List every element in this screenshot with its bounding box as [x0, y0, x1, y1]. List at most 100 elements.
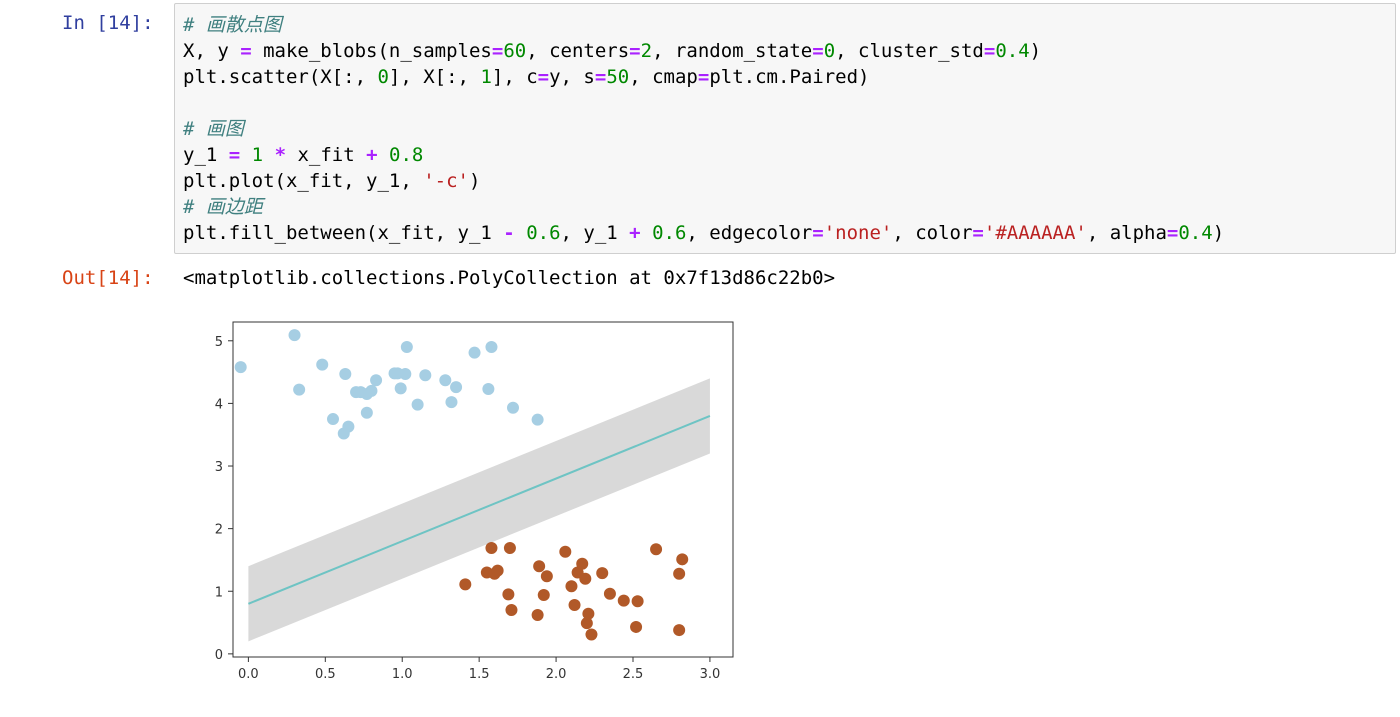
code-token: 50 [606, 66, 630, 88]
y-tick-label: 2 [215, 523, 223, 538]
code-editor[interactable]: # 画散点图 X, y = make_blobs(n_samples=60, c… [183, 12, 1224, 246]
scatter-point-class-0 [370, 374, 383, 387]
scatter-point-class-1 [537, 589, 550, 602]
scatter-point-class-0 [445, 396, 458, 409]
code-token: = [1166, 222, 1179, 244]
scatter-point-class-1 [459, 578, 472, 591]
code-token: # 画散点图 [183, 14, 282, 36]
code-line: X, y = make_blobs(n_samples=60, centers=… [183, 40, 1041, 62]
code-cell[interactable]: # 画散点图 X, y = make_blobs(n_samples=60, c… [174, 3, 1396, 254]
scatter-point-class-1 [580, 617, 593, 630]
code-token: plt.cm.Paired) [709, 66, 870, 88]
scatter-point-class-1 [531, 609, 544, 622]
code-token: , cluster_std [835, 40, 984, 62]
scatter-point-class-1 [505, 604, 518, 617]
code-token: ], X[:, [388, 66, 481, 88]
scatter-point-class-1 [485, 542, 498, 555]
code-token: = [228, 144, 241, 166]
scatter-point-class-0 [450, 381, 463, 394]
code-line: # 画边距 [183, 196, 263, 218]
output-prompt: Out[14]: [62, 267, 154, 289]
code-token: 60 [503, 40, 527, 62]
code-token: = [240, 40, 252, 62]
x-tick-label: 1.5 [469, 667, 490, 682]
scatter-point-class-1 [576, 557, 589, 570]
code-line: plt.fill_between(x_fit, y_1 - 0.6, y_1 +… [183, 222, 1224, 244]
y-tick-label: 5 [215, 335, 223, 350]
scatter-point-class-1 [540, 570, 553, 583]
code-token: = [594, 66, 607, 88]
code-token: ], c [491, 66, 538, 88]
code-token: ) [1212, 222, 1225, 244]
scatter-point-class-1 [565, 580, 578, 593]
code-token: 0.8 [389, 144, 424, 166]
code-token: '-c' [423, 170, 469, 192]
code-token: 0.6 [526, 222, 561, 244]
code-token: = [812, 40, 824, 62]
scatter-point-class-1 [579, 572, 592, 585]
y-tick-label: 0 [215, 648, 223, 663]
scatter-point-class-0 [234, 361, 247, 374]
scatter-point-class-0 [327, 413, 339, 426]
scatter-point-class-1 [617, 594, 630, 607]
scatter-point-class-0 [485, 341, 498, 354]
code-token [240, 144, 251, 166]
scatter-point-class-0 [468, 346, 481, 359]
code-token: , edgecolor [686, 222, 813, 244]
code-token: plt.scatter(X[:, [183, 66, 378, 88]
scatter-point-class-0 [365, 384, 378, 397]
code-token [378, 144, 389, 166]
x-tick-label: 2.5 [623, 667, 644, 682]
code-token: = [697, 66, 710, 88]
code-token [641, 222, 652, 244]
scatter-point-class-0 [360, 406, 373, 419]
scatter-plot: 0.0 0.5 1.0 1.5 2.0 2.5 3.0 0 1 2 3 4 5 [215, 321, 734, 682]
scatter-point-class-0 [339, 367, 352, 380]
decision-line [248, 414, 711, 605]
code-token: , color [892, 222, 973, 244]
code-token: y_1 [183, 144, 229, 166]
code-token: # 画图 [183, 118, 244, 140]
code-token: 1 [480, 66, 492, 88]
scatter-point-class-0 [531, 413, 544, 426]
code-token: X, y [183, 40, 241, 62]
scatter-point-class-0 [293, 383, 306, 396]
scatter-point-class-1 [491, 564, 504, 577]
scatter-point-class-1 [503, 542, 516, 555]
code-token: + [629, 222, 641, 244]
scatter-point-class-0 [411, 398, 424, 411]
code-token: 0.4 [1178, 222, 1213, 244]
scatter-point-class-1 [631, 595, 644, 608]
code-token: y, s [549, 66, 595, 88]
x-tick-label: 0.5 [315, 667, 336, 682]
code-token: # 画边距 [183, 196, 263, 218]
code-token: ) [1029, 40, 1042, 62]
scatter-point-class-1 [582, 607, 595, 620]
code-line: plt.scatter(X[:, 0], X[:, 1], c=y, s=50,… [183, 66, 869, 88]
scatter-point-class-0 [342, 420, 355, 433]
code-token: = [629, 40, 641, 62]
code-token: , random_state [652, 40, 813, 62]
code-token: = [983, 40, 996, 62]
scatter-point-class-1 [673, 567, 686, 580]
output-text: <matplotlib.collections.PolyCollection a… [183, 267, 836, 289]
plot-frame [232, 321, 734, 658]
y-tick-label: 4 [215, 397, 223, 412]
scatter-point-class-0 [482, 383, 495, 395]
scatter-point-class-1 [533, 560, 546, 573]
code-token: = [812, 222, 824, 244]
code-token: , cmap [629, 66, 698, 88]
code-token: '#AAAAAA' [983, 222, 1087, 244]
input-prompt: In [14]: [62, 12, 154, 34]
scatter-point-class-0 [400, 341, 413, 354]
code-token: ) [468, 170, 481, 192]
code-token: , alpha [1086, 222, 1167, 244]
code-token: x_fit [286, 144, 367, 166]
scatter-point-class-1 [596, 567, 609, 580]
code-token: , centers [526, 40, 630, 62]
scatter-point-class-0 [507, 401, 519, 414]
code-token: 0.6 [652, 222, 687, 244]
x-tick-label: 3.0 [700, 667, 721, 682]
code-token: * [274, 144, 287, 166]
code-token: make_blobs(n_samples [251, 40, 492, 62]
